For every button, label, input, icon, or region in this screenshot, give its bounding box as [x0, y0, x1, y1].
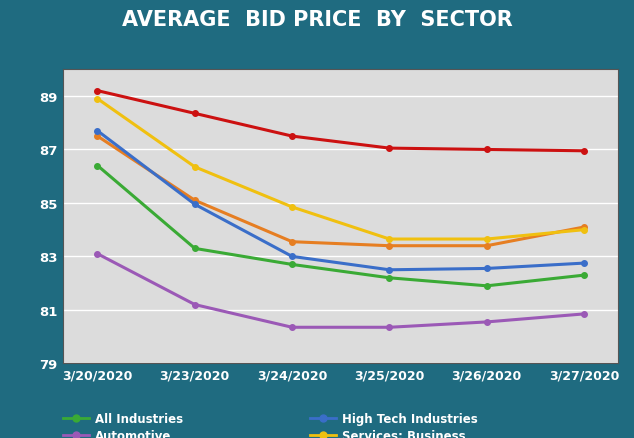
Line: Healthcare & Pharmaceuticals: Healthcare & Pharmaceuticals	[94, 134, 587, 249]
All Industries	[94, 163, 101, 169]
Services: Business: (4, 83.7): Business: (4, 83.7)	[483, 237, 491, 242]
Healthcare & Pharmaceuticals	[385, 244, 393, 249]
Sovereign & Public Finance	[483, 148, 491, 153]
Healthcare & Pharmaceuticals	[288, 240, 296, 245]
Sovereign & Public Finance	[385, 146, 393, 152]
High Tech Industries	[580, 261, 588, 266]
Line: High Tech Industries: High Tech Industries	[94, 129, 587, 273]
All Industries	[580, 273, 588, 278]
All Industries	[288, 262, 296, 268]
High Tech Industries	[191, 202, 198, 208]
High Tech Industries	[385, 268, 393, 273]
High Tech Industries	[483, 266, 491, 272]
Line: Sovereign & Public Finance: Sovereign & Public Finance	[94, 88, 587, 154]
High Tech Industries	[288, 254, 296, 259]
Services: Business: (1, 86.3): Business: (1, 86.3)	[191, 165, 198, 170]
Sovereign & Public Finance	[580, 149, 588, 154]
Text: AVERAGE  BID PRICE  BY  SECTOR: AVERAGE BID PRICE BY SECTOR	[122, 10, 512, 30]
All Industries	[483, 283, 491, 289]
Services: Business: (3, 83.7): Business: (3, 83.7)	[385, 237, 393, 242]
Line: All Industries: All Industries	[94, 163, 587, 289]
Automotive	[385, 325, 393, 330]
Services: Business: (2, 84.8): Business: (2, 84.8)	[288, 205, 296, 210]
All Industries	[385, 276, 393, 281]
Automotive	[580, 311, 588, 317]
High Tech Industries	[94, 129, 101, 134]
Healthcare & Pharmaceuticals	[483, 244, 491, 249]
Healthcare & Pharmaceuticals	[94, 134, 101, 139]
Healthcare & Pharmaceuticals	[580, 225, 588, 230]
Automotive	[288, 325, 296, 330]
Services: Business: (5, 84): Business: (5, 84)	[580, 227, 588, 233]
Sovereign & Public Finance	[94, 89, 101, 94]
All Industries	[191, 246, 198, 251]
Automotive	[191, 302, 198, 307]
Sovereign & Public Finance	[288, 134, 296, 139]
Line: Services: Business: Services: Business	[94, 97, 587, 242]
Healthcare & Pharmaceuticals	[191, 198, 198, 203]
Automotive	[483, 320, 491, 325]
Automotive	[94, 251, 101, 257]
Line: Automotive: Automotive	[94, 251, 587, 330]
Sovereign & Public Finance	[191, 111, 198, 117]
Services: Business: (0, 88.9): Business: (0, 88.9)	[94, 97, 101, 102]
Legend: All Industries, Automotive, Healthcare & Pharmaceuticals, High Tech Industries, : All Industries, Automotive, Healthcare &…	[58, 408, 528, 438]
